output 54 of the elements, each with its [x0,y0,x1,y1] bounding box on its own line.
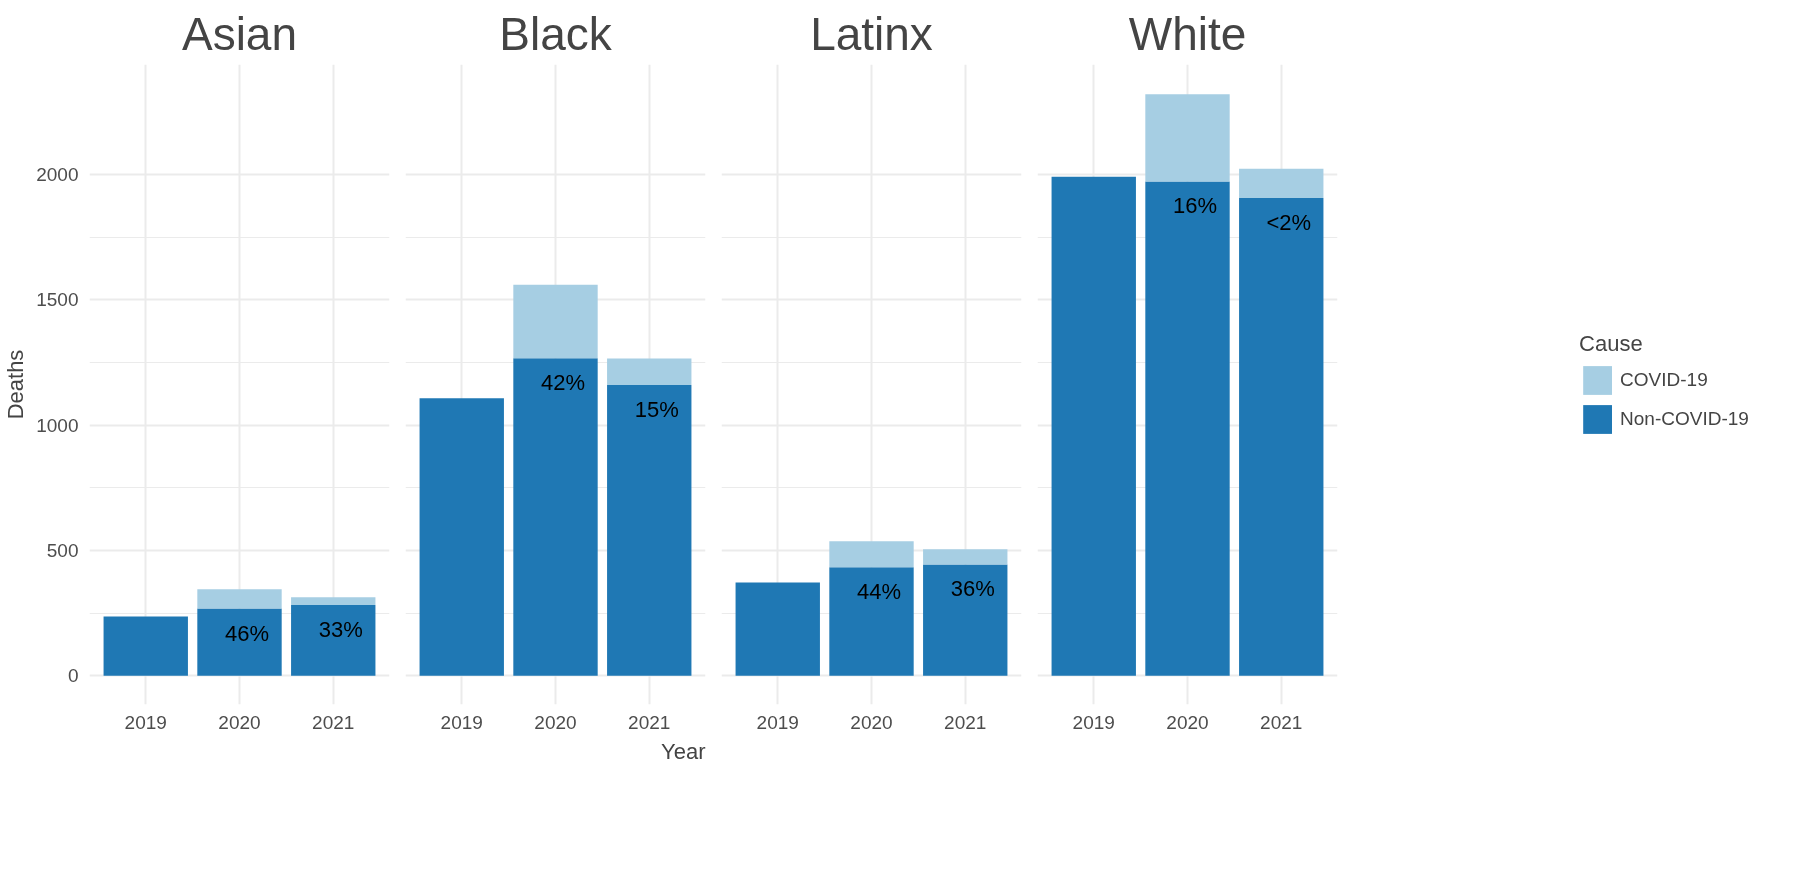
annotation: 16% [1172,193,1218,219]
x-tick-label: 2019 [756,711,799,733]
legend-label: Non-COVID-19 [1620,408,1749,430]
y-tick-label: 1000 [36,414,79,436]
bar [513,358,598,676]
bar [829,567,914,676]
legend-title: Cause [1579,331,1644,357]
y-tick-label: 0 [67,665,79,687]
annotation: 42% [540,370,586,396]
annotation: 33% [318,617,363,643]
annotation: <2% [1266,210,1312,236]
x-tick-label: 2020 [534,711,577,733]
bar [735,582,820,676]
bar [923,564,1008,676]
annotation: 44% [856,579,902,605]
x-tick-label: 2021 [1260,711,1303,733]
bar [607,384,692,676]
x-tick-label: 2021 [944,711,987,733]
bar [1239,168,1324,199]
legend-label: COVID-19 [1620,369,1708,391]
bar [923,549,1008,565]
chart-title: White [1128,7,1247,60]
x-tick-label: 2019 [440,711,483,733]
bar [103,616,188,676]
bar [197,589,282,609]
x-axis-title: Year [661,738,706,764]
bar [291,597,376,606]
x-tick-label: 2020 [1166,711,1209,733]
bar [829,541,914,568]
x-tick-label: 2021 [628,711,671,733]
bar [607,358,692,385]
bar [419,398,504,676]
annotation: 36% [950,576,995,602]
x-tick-label: 2019 [1072,711,1115,733]
y-tick-label: 500 [46,539,79,561]
bar [1145,181,1230,676]
y-tick-label: 2000 [36,164,79,186]
chart-title: Black [499,7,613,60]
x-tick-label: 2020 [218,711,261,733]
x-tick-label: 2019 [124,711,167,733]
y-axis-title: Deaths [3,349,29,420]
x-tick-label: 2020 [850,711,893,733]
x-tick-label: 2021 [312,711,355,733]
bar [197,608,282,676]
annotation: 15% [634,396,679,422]
bar [513,284,598,359]
y-tick-label: 1500 [36,289,79,311]
bar [1145,94,1230,182]
annotation: 46% [224,620,270,646]
bar [1239,198,1324,676]
chart-title: Asian [181,7,298,60]
bar [291,605,376,676]
bar [1051,176,1136,676]
chart-title: Latinx [810,7,933,60]
